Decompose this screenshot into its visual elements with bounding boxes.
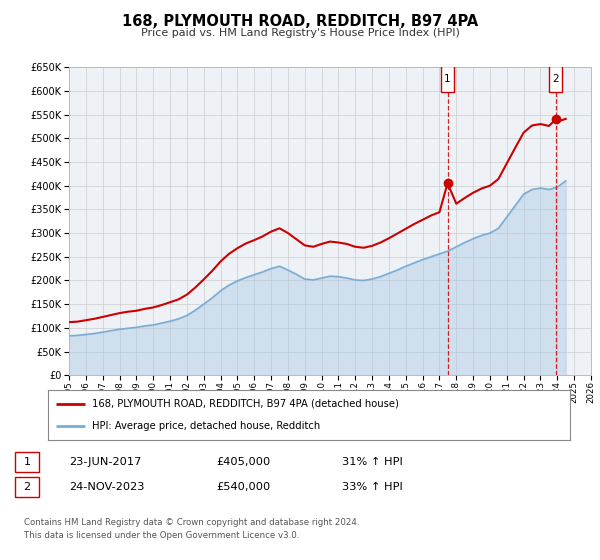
Text: HPI: Average price, detached house, Redditch: HPI: Average price, detached house, Redd… xyxy=(92,421,320,431)
Text: 2: 2 xyxy=(553,74,559,84)
Text: 1: 1 xyxy=(444,74,451,84)
Text: 1: 1 xyxy=(23,457,31,467)
Text: 168, PLYMOUTH ROAD, REDDITCH, B97 4PA: 168, PLYMOUTH ROAD, REDDITCH, B97 4PA xyxy=(122,14,478,29)
Text: This data is licensed under the Open Government Licence v3.0.: This data is licensed under the Open Gov… xyxy=(24,531,299,540)
Text: 168, PLYMOUTH ROAD, REDDITCH, B97 4PA (detached house): 168, PLYMOUTH ROAD, REDDITCH, B97 4PA (d… xyxy=(92,399,399,409)
Text: 2: 2 xyxy=(23,482,31,492)
FancyBboxPatch shape xyxy=(441,66,454,92)
FancyBboxPatch shape xyxy=(549,66,562,92)
Text: Contains HM Land Registry data © Crown copyright and database right 2024.: Contains HM Land Registry data © Crown c… xyxy=(24,518,359,527)
Text: 23-JUN-2017: 23-JUN-2017 xyxy=(69,457,142,467)
Text: £405,000: £405,000 xyxy=(216,457,270,467)
Text: £540,000: £540,000 xyxy=(216,482,270,492)
Text: 33% ↑ HPI: 33% ↑ HPI xyxy=(342,482,403,492)
Text: 31% ↑ HPI: 31% ↑ HPI xyxy=(342,457,403,467)
Text: Price paid vs. HM Land Registry's House Price Index (HPI): Price paid vs. HM Land Registry's House … xyxy=(140,28,460,38)
Text: 24-NOV-2023: 24-NOV-2023 xyxy=(69,482,145,492)
